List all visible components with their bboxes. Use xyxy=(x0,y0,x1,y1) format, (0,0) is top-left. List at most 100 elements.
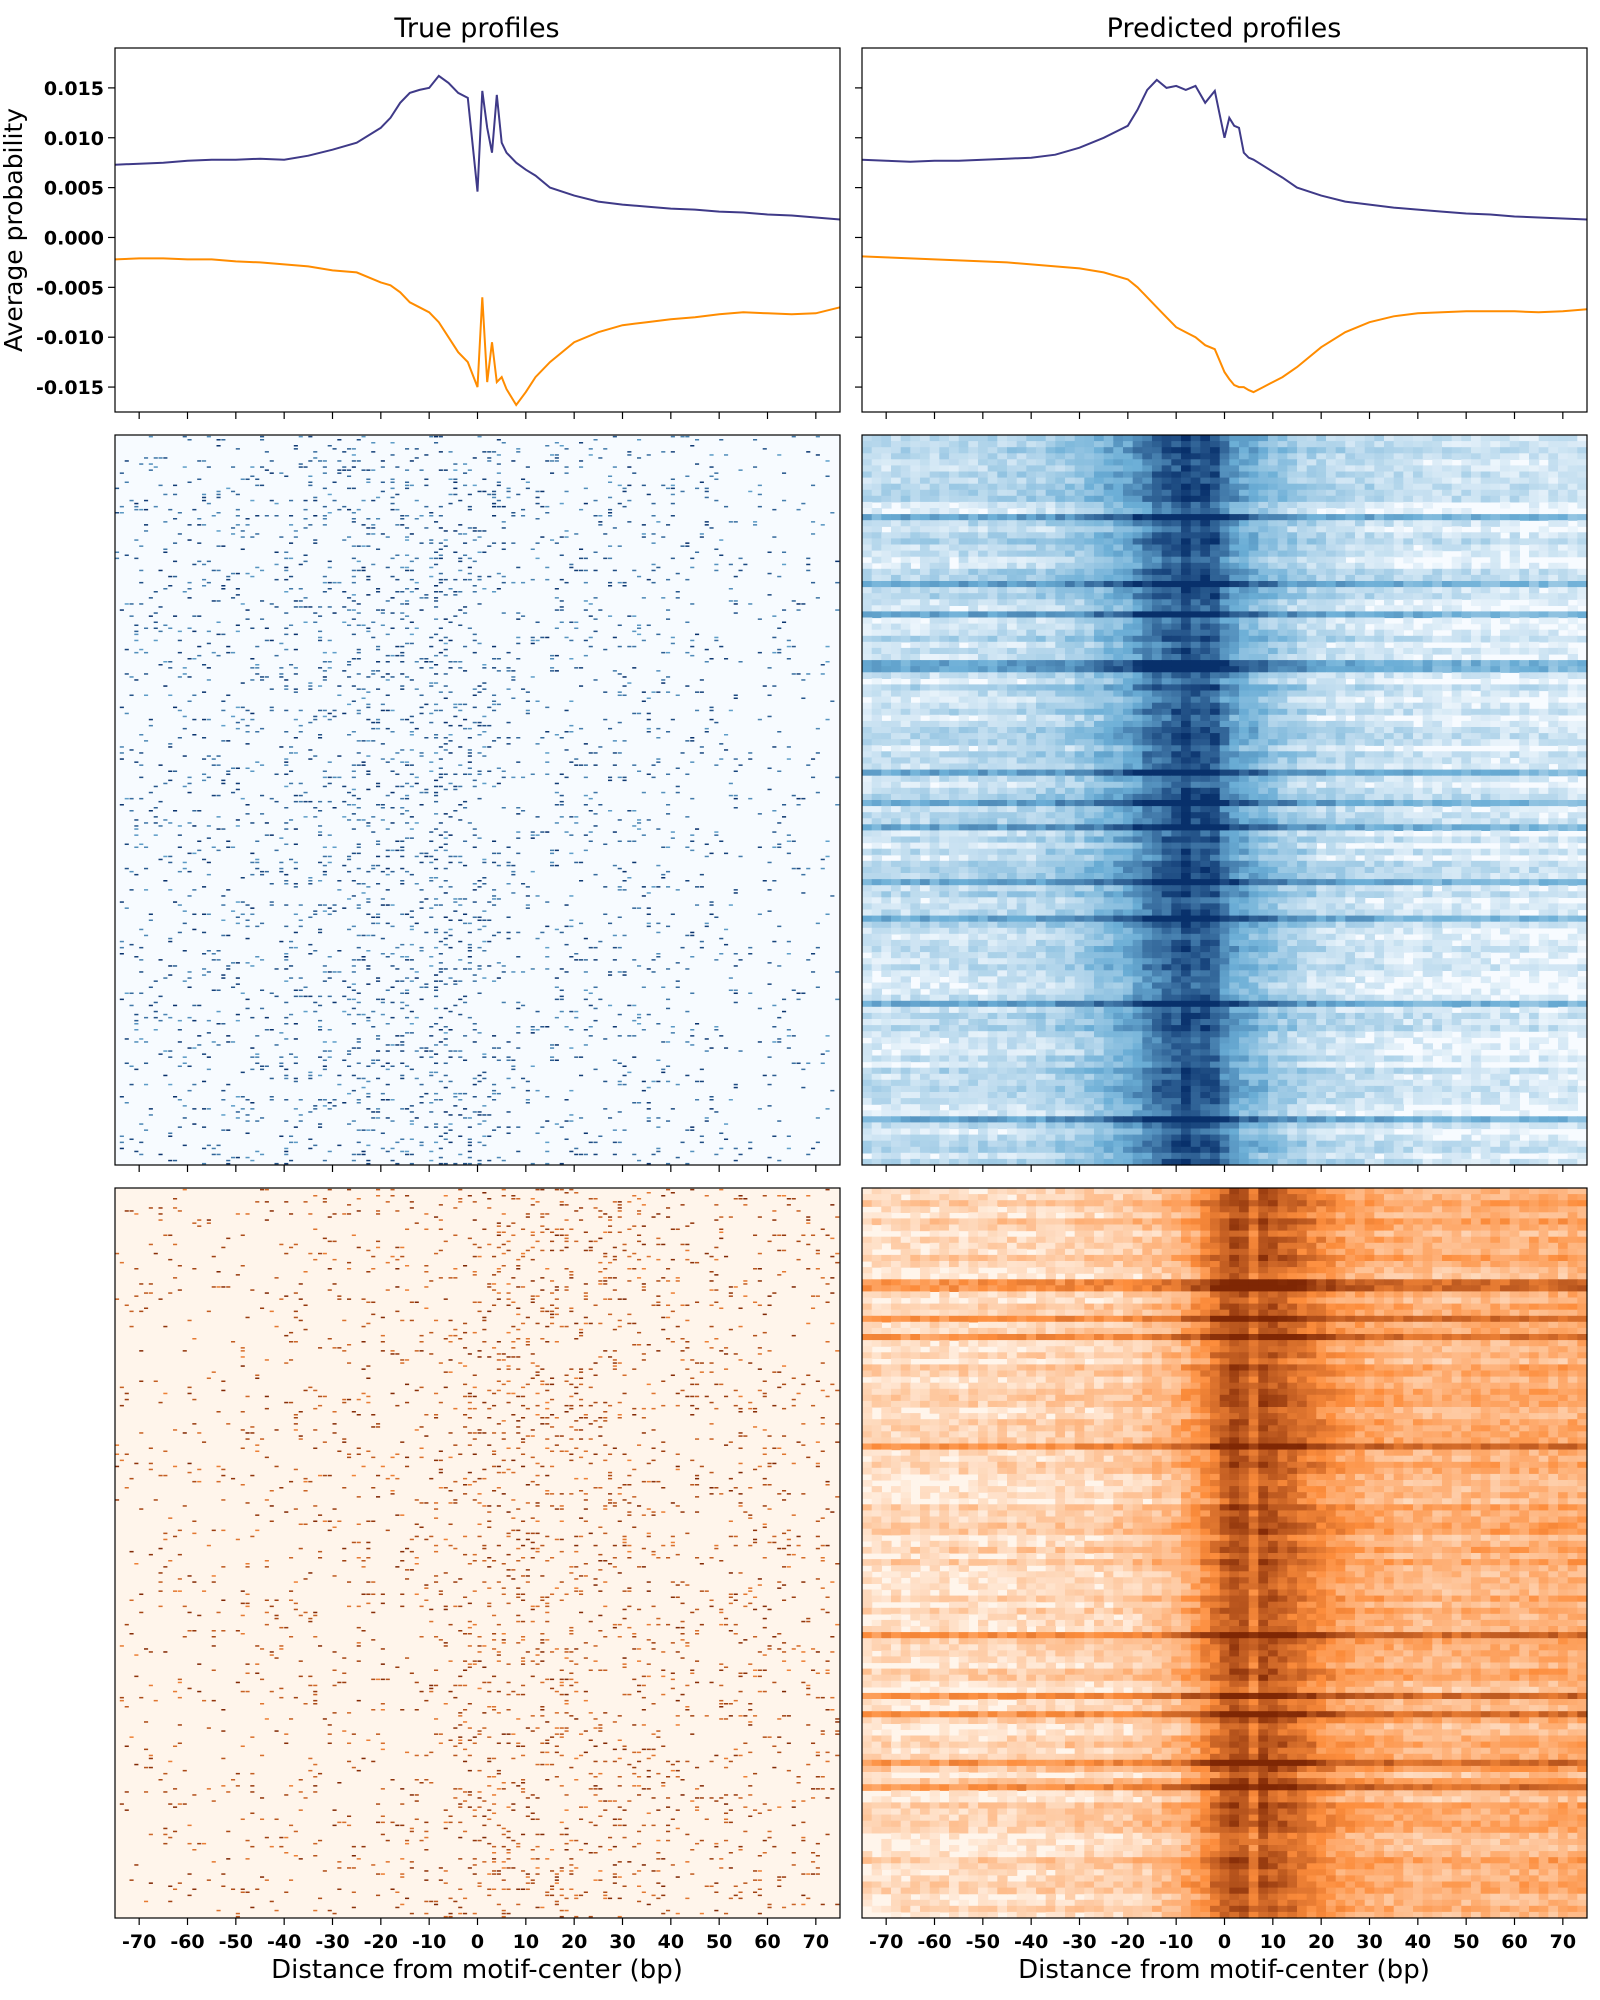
heatmap-cell xyxy=(535,542,540,544)
heatmap-cell xyxy=(342,785,347,788)
heatmap-cell xyxy=(158,484,163,487)
heatmap-cell xyxy=(1509,441,1520,448)
heatmap-cell xyxy=(978,574,989,582)
heatmap-cell xyxy=(332,499,337,502)
heatmap-cell xyxy=(1558,453,1569,460)
heatmap-cell xyxy=(1103,435,1114,442)
heatmap-cell xyxy=(347,1092,352,1095)
heatmap-cell xyxy=(1181,562,1192,570)
heatmap-cell xyxy=(429,861,434,864)
heatmap-cell xyxy=(1393,435,1404,442)
heatmap-cell xyxy=(1306,435,1317,442)
heatmap-cell xyxy=(1094,495,1105,503)
heatmap-cell xyxy=(458,1153,463,1156)
heatmap-cell xyxy=(1016,489,1027,497)
heatmap-cell xyxy=(424,1050,429,1052)
heatmap-cell xyxy=(429,539,434,541)
heatmap-cell xyxy=(361,435,366,438)
heatmap-cell xyxy=(1577,447,1588,454)
heatmap-cell xyxy=(1055,508,1066,515)
heatmap-cell xyxy=(279,1056,284,1058)
heatmap-cell xyxy=(356,1062,361,1065)
heatmap-cell xyxy=(1016,532,1027,539)
heatmap-cell xyxy=(1016,508,1027,515)
heatmap-cell xyxy=(187,822,192,824)
heatmap-cell xyxy=(1103,544,1114,552)
heatmap-cell xyxy=(1461,568,1472,576)
heatmap-cell xyxy=(1345,501,1356,509)
heatmap-cell xyxy=(226,965,231,967)
heatmap-cell xyxy=(545,1150,550,1153)
heatmap-cell xyxy=(699,946,704,949)
heatmap-cell xyxy=(303,508,308,511)
heatmap-cell xyxy=(400,651,405,654)
heatmap-cell xyxy=(453,980,458,982)
heatmap-cell xyxy=(627,521,632,523)
heatmap-cell xyxy=(881,471,892,479)
heatmap-cell xyxy=(1074,562,1085,570)
heatmap-cell xyxy=(289,515,294,517)
heatmap-cell xyxy=(958,526,969,533)
heatmap-cell xyxy=(516,642,521,645)
heatmap-cell xyxy=(322,518,327,520)
heatmap-cell xyxy=(699,1135,704,1138)
heatmap-cell xyxy=(211,1153,216,1156)
heatmap-cell xyxy=(163,624,168,627)
heatmap-cell xyxy=(997,556,1008,564)
heatmap-cell xyxy=(269,883,274,885)
heatmap-cell xyxy=(1538,471,1549,479)
heatmap-cell xyxy=(1239,532,1250,539)
heatmap-cell xyxy=(158,858,163,861)
heatmap-cell xyxy=(337,694,342,697)
heatmap-cell xyxy=(719,840,724,843)
heatmap-cell xyxy=(920,435,931,442)
heatmap-cell xyxy=(593,986,598,989)
heatmap-cell xyxy=(274,654,279,657)
heatmap-cell xyxy=(588,1026,593,1028)
heatmap-cell xyxy=(881,447,892,454)
heatmap-cell xyxy=(366,1108,371,1110)
heatmap-cell xyxy=(467,508,472,511)
heatmap-cell xyxy=(438,505,443,508)
heatmap-cell xyxy=(443,673,448,675)
heatmap-cell xyxy=(801,679,806,681)
heatmap-cell xyxy=(598,1135,603,1138)
heatmap-cell xyxy=(564,943,569,946)
heatmap-cell xyxy=(569,724,574,727)
heatmap-cell xyxy=(366,676,371,678)
heatmap-cell xyxy=(559,989,564,992)
heatmap-cell xyxy=(1316,568,1327,576)
heatmap-cell xyxy=(356,904,361,906)
heatmap-cell xyxy=(221,1023,226,1025)
heatmap-cell xyxy=(148,1004,153,1007)
heatmap-cell xyxy=(881,435,892,442)
heatmap-cell xyxy=(1529,447,1540,454)
heatmap-cell xyxy=(472,846,477,849)
heatmap-cell xyxy=(777,822,782,824)
heatmap-cell xyxy=(1190,435,1201,442)
heatmap-cell xyxy=(540,831,545,833)
heatmap-cell xyxy=(1036,447,1047,454)
heatmap-cell xyxy=(347,819,352,821)
heatmap-cell xyxy=(318,1029,323,1031)
heatmap-cell xyxy=(690,566,695,569)
heatmap-cell xyxy=(400,612,405,614)
heatmap-cell xyxy=(342,816,347,818)
heatmap-cell xyxy=(250,1102,255,1104)
heatmap-cell xyxy=(1374,453,1385,460)
heatmap-cell xyxy=(958,471,969,479)
heatmap-cell xyxy=(443,1132,448,1135)
heatmap-cell xyxy=(400,566,405,569)
heatmap-cell xyxy=(1229,483,1240,491)
heatmap-cell xyxy=(1287,471,1298,479)
heatmap-cell xyxy=(1065,514,1076,521)
heatmap-cell xyxy=(656,886,661,888)
heatmap-cell xyxy=(443,654,448,657)
heatmap-cell xyxy=(284,557,289,560)
heatmap-cell xyxy=(448,928,453,931)
heatmap-cell xyxy=(695,691,700,693)
heatmap-cell xyxy=(632,667,637,669)
heatmap-cell xyxy=(264,676,269,678)
heatmap-cell xyxy=(448,919,453,922)
heatmap-cell xyxy=(593,764,598,766)
